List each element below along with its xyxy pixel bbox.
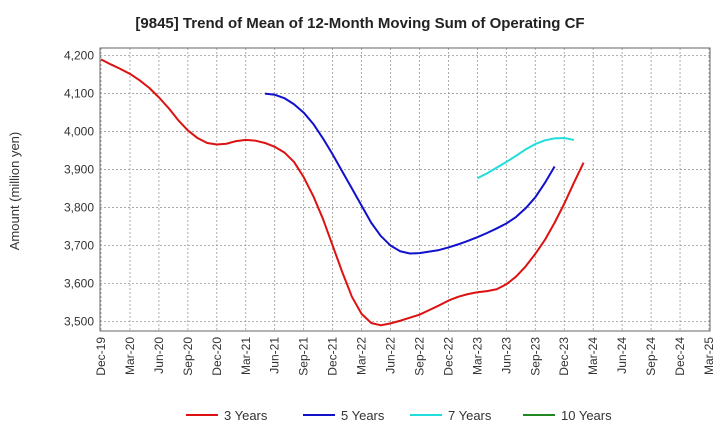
x-tick-label: Jun-22: [384, 337, 398, 374]
y-tick-label: 4,000: [64, 125, 94, 139]
y-tick-label: 4,200: [64, 49, 94, 63]
legend-label: 3 Years: [224, 408, 268, 423]
x-tick-label: Sep-20: [181, 337, 195, 376]
x-tick-label: Jun-21: [268, 337, 282, 374]
x-tick-label: Sep-21: [297, 337, 311, 376]
x-tick-label: Dec-19: [94, 337, 108, 376]
x-tick-label: Dec-23: [557, 337, 571, 376]
x-tick-label: Mar-24: [586, 337, 600, 375]
series-line-5-years: [264, 92, 556, 255]
legend: 3 Years 5 Years 7 Years 10 Years: [186, 408, 612, 423]
y-tick-label: 3,900: [64, 163, 94, 177]
x-tick-label: Jun-23: [499, 337, 513, 374]
y-tick-label: 4,100: [64, 87, 94, 101]
legend-label: 5 Years: [341, 408, 385, 423]
series-line-7-years: [476, 137, 575, 180]
y-tick-label: 3,700: [64, 239, 94, 253]
series-lines: [100, 58, 585, 327]
x-tick-label: Sep-23: [528, 337, 542, 376]
grid: [100, 48, 710, 331]
x-tick-label: Jun-20: [152, 337, 166, 374]
x-tick-label: Mar-25: [702, 337, 716, 375]
x-tick-label: Jun-24: [615, 337, 629, 374]
legend-label: 10 Years: [561, 408, 612, 423]
x-tick-label: Mar-20: [123, 337, 137, 375]
x-tick-label: Dec-20: [210, 337, 224, 376]
y-tick-label: 3,600: [64, 277, 94, 291]
plot-area: [99, 47, 711, 332]
x-tick-label: Mar-21: [239, 337, 253, 375]
y-tick-label: 3,800: [64, 201, 94, 215]
x-tick-label: Dec-22: [441, 337, 455, 376]
x-tick-label: Mar-22: [355, 337, 369, 375]
x-axis: Dec-19 Mar-20 Jun-20 Sep-20 Dec-20 Mar-21 Jun-…: [94, 337, 716, 376]
x-tick-label: Mar-23: [470, 337, 484, 375]
x-tick-label: Sep-22: [412, 337, 426, 376]
chart-title: [9845] Trend of Mean of 12-Month Moving …: [135, 15, 584, 32]
x-tick-label: Sep-24: [644, 337, 658, 376]
legend-label: 7 Years: [448, 408, 492, 423]
series-line-3-years: [100, 58, 585, 327]
x-tick-label: Dec-24: [673, 337, 687, 376]
x-tick-label: Dec-21: [326, 337, 340, 376]
y-tick-label: 3,500: [64, 315, 94, 329]
y-axis: 3,500 3,600 3,700 3,800 3,900 4,000 4,100 4,200: [64, 49, 94, 329]
y-axis-label: Amount (million yen): [7, 132, 22, 251]
